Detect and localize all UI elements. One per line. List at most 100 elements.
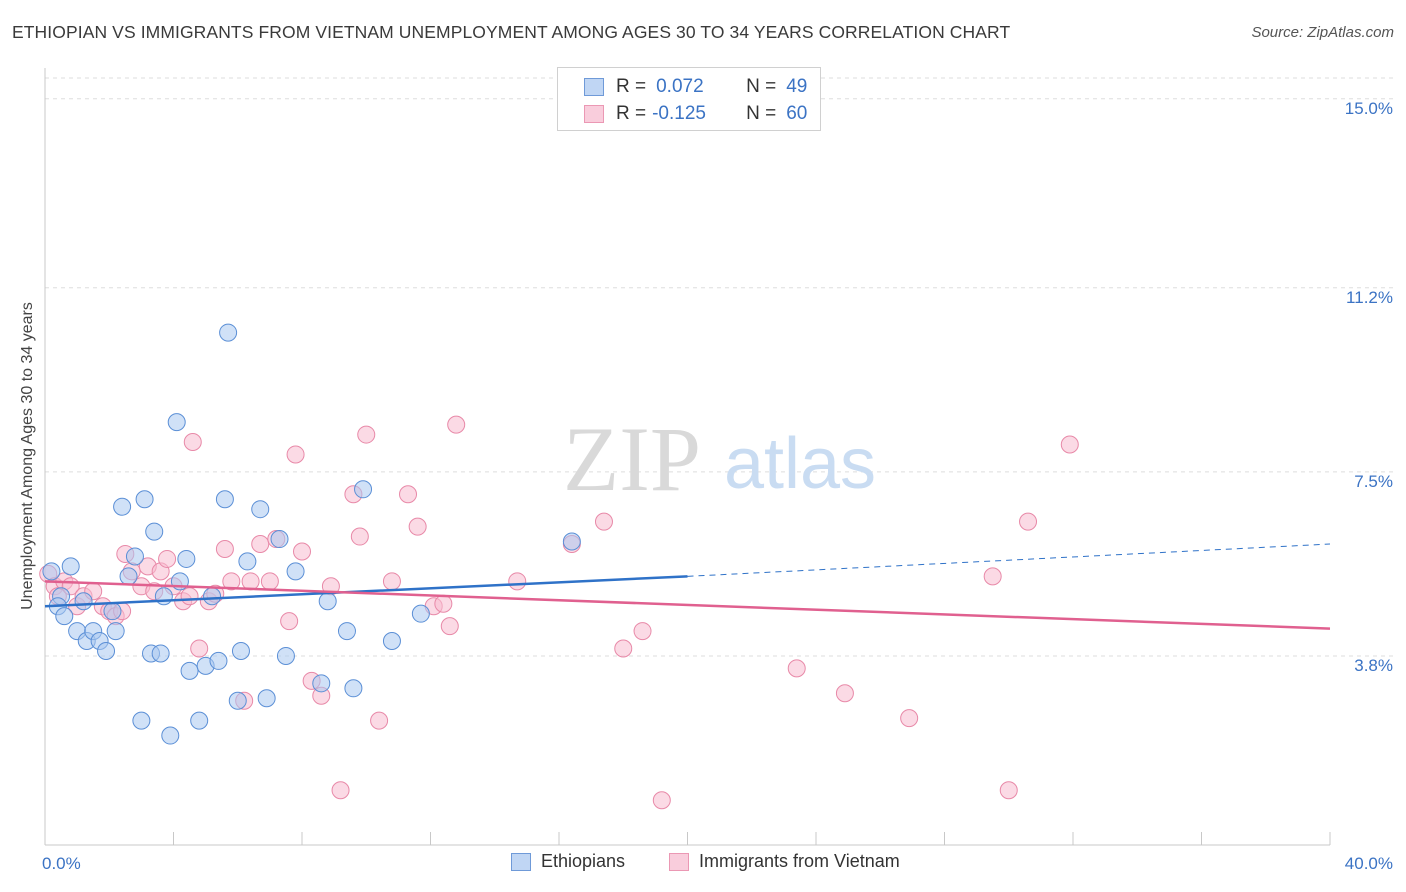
ethiopian-point (61, 557, 80, 576)
ethiopian-point (257, 689, 276, 708)
r-label: R = (616, 76, 647, 97)
n-label: N = (746, 76, 777, 97)
ethiopian-point (97, 641, 116, 660)
y-tick-label: 7.5% (1354, 472, 1393, 491)
vietnam-legend-swatch (669, 852, 689, 871)
vietnam-point (508, 572, 527, 591)
vietnam-point (835, 684, 854, 703)
ethiopian-point (337, 622, 356, 641)
x-tick-label-start: 0.0% (42, 854, 81, 873)
vietnam-point (251, 535, 270, 554)
trend-lines (44, 543, 1331, 630)
ethiopian-point (318, 592, 337, 611)
ethiopian-point (251, 500, 270, 519)
vietnam-point (999, 781, 1018, 800)
ethiopian-point (203, 587, 222, 606)
vietnam-point (1019, 512, 1038, 531)
ethiopian-point (238, 552, 257, 571)
vietnam-point (434, 594, 453, 613)
vietnam-point (183, 433, 202, 452)
vietnam-point (357, 425, 376, 444)
vietnam-point (222, 572, 241, 591)
ethiopian-point (382, 632, 401, 651)
ethiopian-point (344, 679, 363, 698)
ethiopian-point (74, 592, 93, 611)
vietnam-point (408, 517, 427, 536)
n-label: N = (746, 103, 777, 124)
n-value: 60 (786, 103, 808, 124)
vietnam-point (215, 539, 234, 558)
vietnam-point (293, 542, 311, 561)
ethiopians-swatch (584, 78, 604, 96)
legend-row-vietnam: R = -0.125 N = 60 (558, 101, 807, 127)
ethiopian-point (209, 651, 228, 670)
ethiopians-legend-swatch (511, 852, 531, 871)
vietnam-point (190, 639, 209, 658)
vietnam-point (614, 639, 633, 658)
legend-item-ethiopians: Ethiopians (511, 851, 625, 872)
ethiopian-point (562, 532, 581, 551)
vietnam-point (633, 622, 652, 641)
ethiopian-trend-line (44, 575, 688, 608)
ethiopian-point (145, 522, 164, 541)
ethiopian-point (270, 530, 289, 549)
tick-labels: 3.8% 7.5% 11.2% 15.0% 0.0% 40.0% (42, 99, 1393, 873)
y-tick-label: 15.0% (1345, 99, 1393, 118)
ethiopian-point (177, 549, 196, 568)
stats-legend: R = 0.072 N = 49 R = -0.125 N = 60 (557, 67, 821, 131)
vietnam-point (260, 572, 279, 591)
vietnam-point (983, 567, 1002, 586)
x-tick-label-end: 40.0% (1345, 854, 1393, 873)
watermark-zip: ZIP (563, 408, 701, 510)
ethiopian-point (231, 641, 250, 660)
r-value: -0.125 (652, 103, 706, 124)
vietnam-swatch (584, 105, 604, 123)
ethiopian-point (132, 711, 151, 730)
vietnam-point (447, 415, 466, 434)
ethiopian-points (42, 323, 581, 745)
vietnam-point (399, 485, 418, 504)
vietnam-trend-line (44, 580, 1331, 630)
n-value: 49 (786, 76, 808, 97)
vietnam-point (382, 572, 401, 591)
vietnam-point (331, 781, 350, 800)
y-tick-label: 11.2% (1346, 288, 1393, 307)
ethiopian-point (228, 691, 247, 710)
vietnam-point (370, 711, 389, 730)
r-value: 0.072 (656, 76, 704, 97)
ethiopian-point (119, 567, 138, 586)
ethiopian-point (276, 646, 295, 665)
ethiopians-legend-label: Ethiopians (541, 851, 626, 871)
ethiopian-point (161, 726, 180, 745)
ethiopian-point (215, 490, 234, 509)
ethiopian-point (113, 497, 132, 516)
vietnam-point (652, 791, 671, 810)
ethiopian-point (135, 490, 154, 509)
vietnam-point (286, 445, 305, 464)
vietnam-point (280, 612, 299, 631)
source-label: Source: ZipAtlas.com (1251, 24, 1394, 41)
ethiopian-point (354, 480, 373, 499)
ethiopian-point (151, 644, 170, 663)
legend-item-vietnam: Immigrants from Vietnam (669, 851, 900, 872)
y-tick-label: 3.8% (1354, 656, 1393, 675)
ethiopian-point (312, 674, 331, 693)
vietnam-point (350, 527, 369, 546)
chart-title: ETHIOPIAN VS IMMIGRANTS FROM VIETNAM UNE… (12, 22, 1011, 42)
ethiopian-point (125, 547, 144, 566)
ethiopian-point (103, 602, 122, 621)
axes (44, 68, 1331, 846)
ethiopian-point (219, 323, 238, 342)
ethiopian-point (411, 604, 430, 623)
watermark-atlas: atlas (724, 424, 876, 504)
vietnam-point (241, 572, 260, 591)
vietnam-point (158, 549, 177, 568)
vietnam-point (594, 512, 613, 531)
legend-row-ethiopians: R = 0.072 N = 49 (558, 74, 807, 100)
ethiopian-point (42, 562, 61, 581)
vietnam-legend-label: Immigrants from Vietnam (699, 851, 900, 871)
vietnam-point (180, 587, 199, 606)
ethiopian-point (106, 622, 125, 641)
ethiopian-point (167, 413, 186, 432)
ethiopian-point (55, 607, 74, 626)
